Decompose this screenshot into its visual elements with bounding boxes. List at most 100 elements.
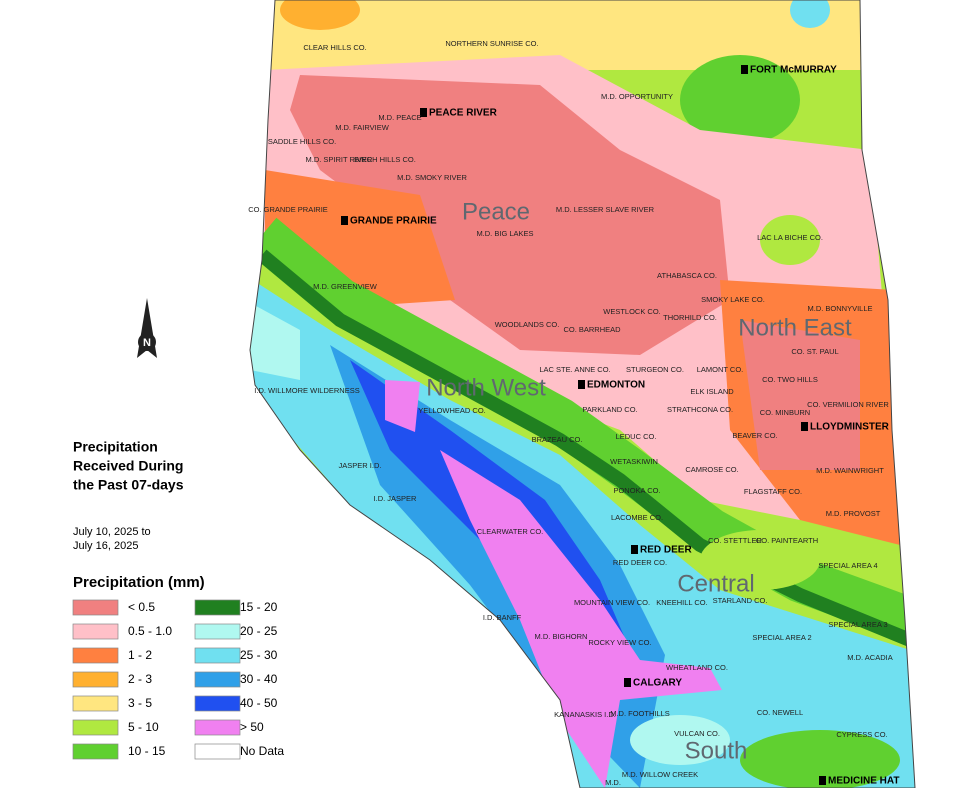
county-label: M.D. GREENVIEW — [313, 282, 378, 291]
legend-swatch — [72, 743, 119, 760]
legend-label: 30 - 40 — [240, 672, 278, 686]
county-label: CO. BARRHEAD — [563, 325, 621, 334]
city-label: CALGARY — [633, 678, 682, 689]
city-marker — [420, 108, 427, 117]
county-label: CO. NEWELL — [757, 708, 803, 717]
date-range: July 10, 2025 to — [73, 526, 151, 538]
title: Received During — [73, 458, 183, 474]
date-range: July 16, 2025 — [73, 540, 138, 552]
title: Precipitation — [73, 439, 158, 455]
legend-label: > 50 — [240, 720, 264, 734]
legend-swatch — [194, 599, 241, 616]
county-label: M.D. SPIRIT RIVER — [306, 155, 374, 164]
county-label: M.D. OPPORTUNITY — [601, 92, 673, 101]
county-label: THORHILD CO. — [663, 313, 717, 322]
county-label: STARLAND CO. — [713, 596, 768, 605]
legend-swatch — [194, 623, 241, 640]
county-label: CYPRESS CO. — [836, 730, 887, 739]
county-label: PARKLAND CO. — [582, 405, 637, 414]
region-label: North East — [738, 314, 852, 341]
county-label: BEAVER CO. — [732, 431, 777, 440]
north-arrow: N — [137, 298, 157, 358]
county-label: M.D. BIGHORN — [535, 632, 588, 641]
city-marker — [801, 422, 808, 431]
county-label: M.D. SMOKY RIVER — [397, 173, 467, 182]
county-label: WESTLOCK CO. — [603, 307, 661, 316]
legend-label: 15 - 20 — [240, 600, 278, 614]
city-label: MEDICINE HAT — [828, 776, 899, 787]
region-label: Central — [677, 570, 754, 597]
legend-swatch — [194, 671, 241, 688]
county-label: WETASKIWIN — [610, 457, 658, 466]
province-border — [249, 0, 916, 788]
legend-label: 25 - 30 — [240, 648, 278, 662]
legend-label: 0.5 - 1.0 — [128, 624, 172, 638]
county-label: MOUNTAIN VIEW CO. — [574, 598, 650, 607]
county-label: PONOKA CO. — [613, 486, 660, 495]
legend-label: < 0.5 — [128, 600, 155, 614]
county-label: M.D. BIG LAKES — [476, 229, 533, 238]
legend-swatch — [72, 719, 119, 736]
county-label: M.D. FAIRVIEW — [335, 123, 390, 132]
county-label: SPECIAL AREA 2 — [752, 633, 811, 642]
county-label: CO. ST. PAUL — [791, 347, 838, 356]
legend-swatch — [194, 695, 241, 712]
county-label: M.D. ACADIA — [847, 653, 892, 662]
city-label: FORT McMURRAY — [750, 65, 837, 76]
legend-label: 10 - 15 — [128, 744, 166, 758]
legend-title: Precipitation (mm) — [73, 574, 205, 591]
county-label: JASPER I.D. — [339, 461, 382, 470]
city-marker — [341, 216, 348, 225]
county-label: YELLOWHEAD CO. — [418, 406, 486, 415]
legend-label: 1 - 2 — [128, 648, 152, 662]
city-marker — [741, 65, 748, 74]
precip-surface — [250, 0, 915, 788]
county-label: CO. TWO HILLS — [762, 375, 818, 384]
county-label: CO. PAINTEARTH — [756, 536, 818, 545]
county-label: STRATHCONA CO. — [667, 405, 733, 414]
county-label: WHEATLAND CO. — [666, 663, 728, 672]
legend-swatch — [194, 647, 241, 664]
county-label: SPECIAL AREA 3 — [828, 620, 887, 629]
county-label: CO. MINBURN — [760, 408, 810, 417]
legend-label: 2 - 3 — [128, 672, 152, 686]
county-label: CLEAR HILLS CO. — [303, 43, 366, 52]
county-label: BIRCH HILLS CO. — [354, 155, 416, 164]
legend-label: 40 - 50 — [240, 696, 278, 710]
legend-swatch — [72, 695, 119, 712]
legend-label: 5 - 10 — [128, 720, 159, 734]
county-label: STURGEON CO. — [626, 365, 684, 374]
region-label: North West — [426, 374, 546, 401]
county-label: NORTHERN SUNRISE CO. — [445, 39, 538, 48]
county-label: LAC STE. ANNE CO. — [539, 365, 610, 374]
county-label: FLAGSTAFF CO. — [744, 487, 802, 496]
county-label: M.D. PROVOST — [826, 509, 881, 518]
county-label: SADDLE HILLS CO. — [268, 137, 336, 146]
county-label: M.D. LESSER SLAVE RIVER — [556, 205, 655, 214]
county-label: CO. STETTLER — [708, 536, 762, 545]
county-label: M.D. WAINWRIGHT — [816, 466, 884, 475]
county-label: I.D. WILLMORE WILDERNESS — [254, 386, 359, 395]
county-label: M.D. WILLOW CREEK — [622, 770, 698, 779]
city-label: PEACE RIVER — [429, 108, 498, 119]
county-label: ROCKY VIEW CO. — [588, 638, 651, 647]
city-label: EDMONTON — [587, 380, 645, 391]
county-label: I.D. BANFF — [483, 613, 522, 622]
county-label: M.D. BONNYVILLE — [807, 304, 872, 313]
county-label: ELK ISLAND — [690, 387, 734, 396]
county-label: M.D. PEACE — [378, 113, 421, 122]
county-label: LAC LA BICHE CO. — [757, 233, 823, 242]
county-label: M.D. FOOTHILLS — [610, 709, 670, 718]
county-label: SPECIAL AREA 4 — [818, 561, 877, 570]
county-label: SMOKY LAKE CO. — [701, 295, 765, 304]
county-label: RED DEER CO. — [613, 558, 667, 567]
county-label: ATHABASCA CO. — [657, 271, 717, 280]
city-label: LLOYDMINSTER — [810, 422, 890, 433]
legend-swatch — [194, 719, 241, 736]
legend-swatch — [72, 671, 119, 688]
legend-label: No Data — [240, 744, 284, 758]
county-label: WOODLANDS CO. — [495, 320, 560, 329]
legend-swatch — [72, 647, 119, 664]
county-label: CO. VERMILION RIVER — [807, 400, 889, 409]
